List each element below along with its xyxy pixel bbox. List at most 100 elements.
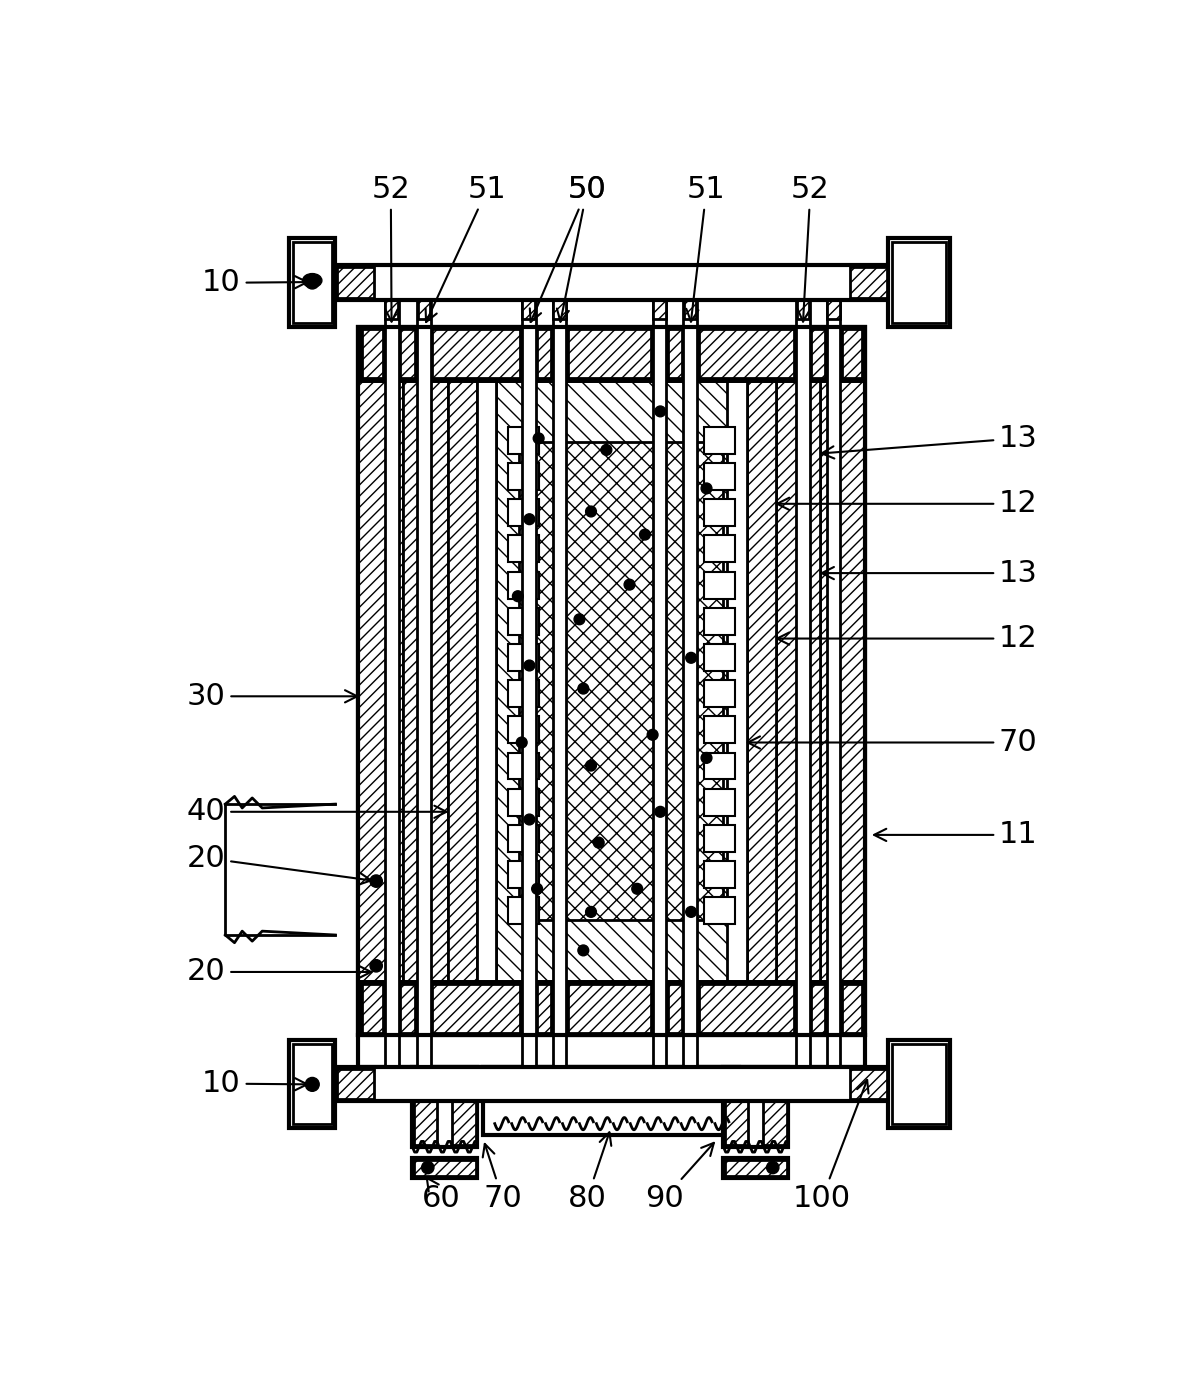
- Bar: [508, 861, 539, 888]
- Text: 13: 13: [822, 558, 1038, 587]
- Bar: [728, 381, 747, 982]
- Bar: [496, 381, 747, 982]
- Circle shape: [370, 960, 382, 972]
- Bar: [889, 238, 950, 327]
- Text: 30: 30: [187, 682, 357, 711]
- Bar: [508, 898, 539, 924]
- Bar: [704, 499, 735, 527]
- Circle shape: [577, 683, 588, 694]
- Bar: [764, 1068, 786, 1145]
- Bar: [704, 789, 735, 815]
- Circle shape: [767, 1162, 779, 1174]
- Bar: [552, 280, 567, 1081]
- Bar: [725, 1068, 748, 1145]
- Bar: [668, 983, 682, 1033]
- Circle shape: [370, 874, 382, 887]
- Text: 12: 12: [777, 624, 1038, 653]
- Bar: [842, 329, 863, 378]
- Circle shape: [624, 579, 635, 590]
- Bar: [477, 381, 496, 982]
- Bar: [414, 1160, 476, 1176]
- Circle shape: [701, 752, 712, 763]
- Bar: [704, 898, 735, 924]
- Bar: [508, 716, 539, 744]
- Bar: [336, 1068, 373, 1099]
- Bar: [892, 1045, 946, 1123]
- Text: 50: 50: [530, 175, 606, 322]
- Circle shape: [517, 737, 527, 748]
- Text: 60: 60: [421, 1178, 460, 1213]
- Circle shape: [701, 483, 712, 494]
- Bar: [289, 238, 335, 327]
- Text: 20: 20: [187, 843, 371, 886]
- Bar: [704, 716, 735, 744]
- Bar: [414, 1068, 437, 1145]
- Bar: [654, 285, 666, 319]
- Circle shape: [655, 406, 666, 417]
- Bar: [358, 1035, 865, 1067]
- Circle shape: [513, 591, 524, 602]
- Bar: [849, 1068, 886, 1099]
- Bar: [849, 267, 886, 298]
- Circle shape: [632, 883, 643, 894]
- Bar: [704, 861, 735, 888]
- Bar: [684, 280, 697, 1081]
- Text: 10: 10: [202, 268, 307, 297]
- Bar: [483, 1067, 738, 1136]
- Text: 70: 70: [483, 1144, 521, 1213]
- Bar: [432, 329, 520, 378]
- Bar: [827, 280, 841, 1081]
- Bar: [289, 1041, 335, 1128]
- Bar: [418, 280, 431, 1081]
- Circle shape: [586, 506, 596, 517]
- Text: 90: 90: [644, 1143, 713, 1213]
- Circle shape: [524, 660, 534, 671]
- Circle shape: [586, 906, 596, 917]
- Text: 10: 10: [202, 1070, 307, 1099]
- Text: 13: 13: [822, 424, 1038, 458]
- Bar: [554, 285, 565, 319]
- Bar: [508, 499, 539, 527]
- Circle shape: [577, 945, 588, 956]
- Bar: [537, 983, 551, 1033]
- Bar: [508, 789, 539, 815]
- Bar: [568, 983, 651, 1033]
- Bar: [811, 329, 826, 378]
- Bar: [358, 982, 865, 1035]
- Text: 51: 51: [426, 175, 507, 322]
- Circle shape: [586, 760, 596, 771]
- Circle shape: [843, 1071, 855, 1084]
- Circle shape: [305, 275, 320, 289]
- Bar: [403, 381, 447, 982]
- Bar: [293, 1045, 332, 1123]
- Bar: [704, 426, 735, 454]
- Text: 51: 51: [686, 175, 725, 322]
- Circle shape: [648, 729, 659, 740]
- Bar: [508, 608, 539, 635]
- Bar: [519, 443, 723, 920]
- Circle shape: [686, 652, 697, 663]
- Bar: [704, 825, 735, 852]
- Bar: [361, 329, 383, 378]
- Bar: [413, 1067, 477, 1147]
- Text: 20: 20: [187, 957, 371, 986]
- Bar: [811, 983, 826, 1033]
- Text: 12: 12: [777, 490, 1038, 518]
- Bar: [400, 329, 415, 378]
- Bar: [704, 681, 735, 707]
- Bar: [361, 983, 383, 1033]
- Bar: [418, 285, 431, 319]
- Bar: [358, 327, 865, 1035]
- Bar: [508, 825, 539, 852]
- Bar: [335, 265, 889, 300]
- Bar: [384, 280, 398, 1081]
- Bar: [447, 381, 477, 982]
- Bar: [358, 327, 865, 1035]
- Bar: [293, 242, 332, 323]
- Bar: [537, 329, 551, 378]
- Bar: [821, 381, 865, 982]
- Bar: [508, 752, 539, 780]
- Bar: [747, 381, 775, 982]
- Bar: [704, 572, 735, 598]
- Bar: [568, 329, 651, 378]
